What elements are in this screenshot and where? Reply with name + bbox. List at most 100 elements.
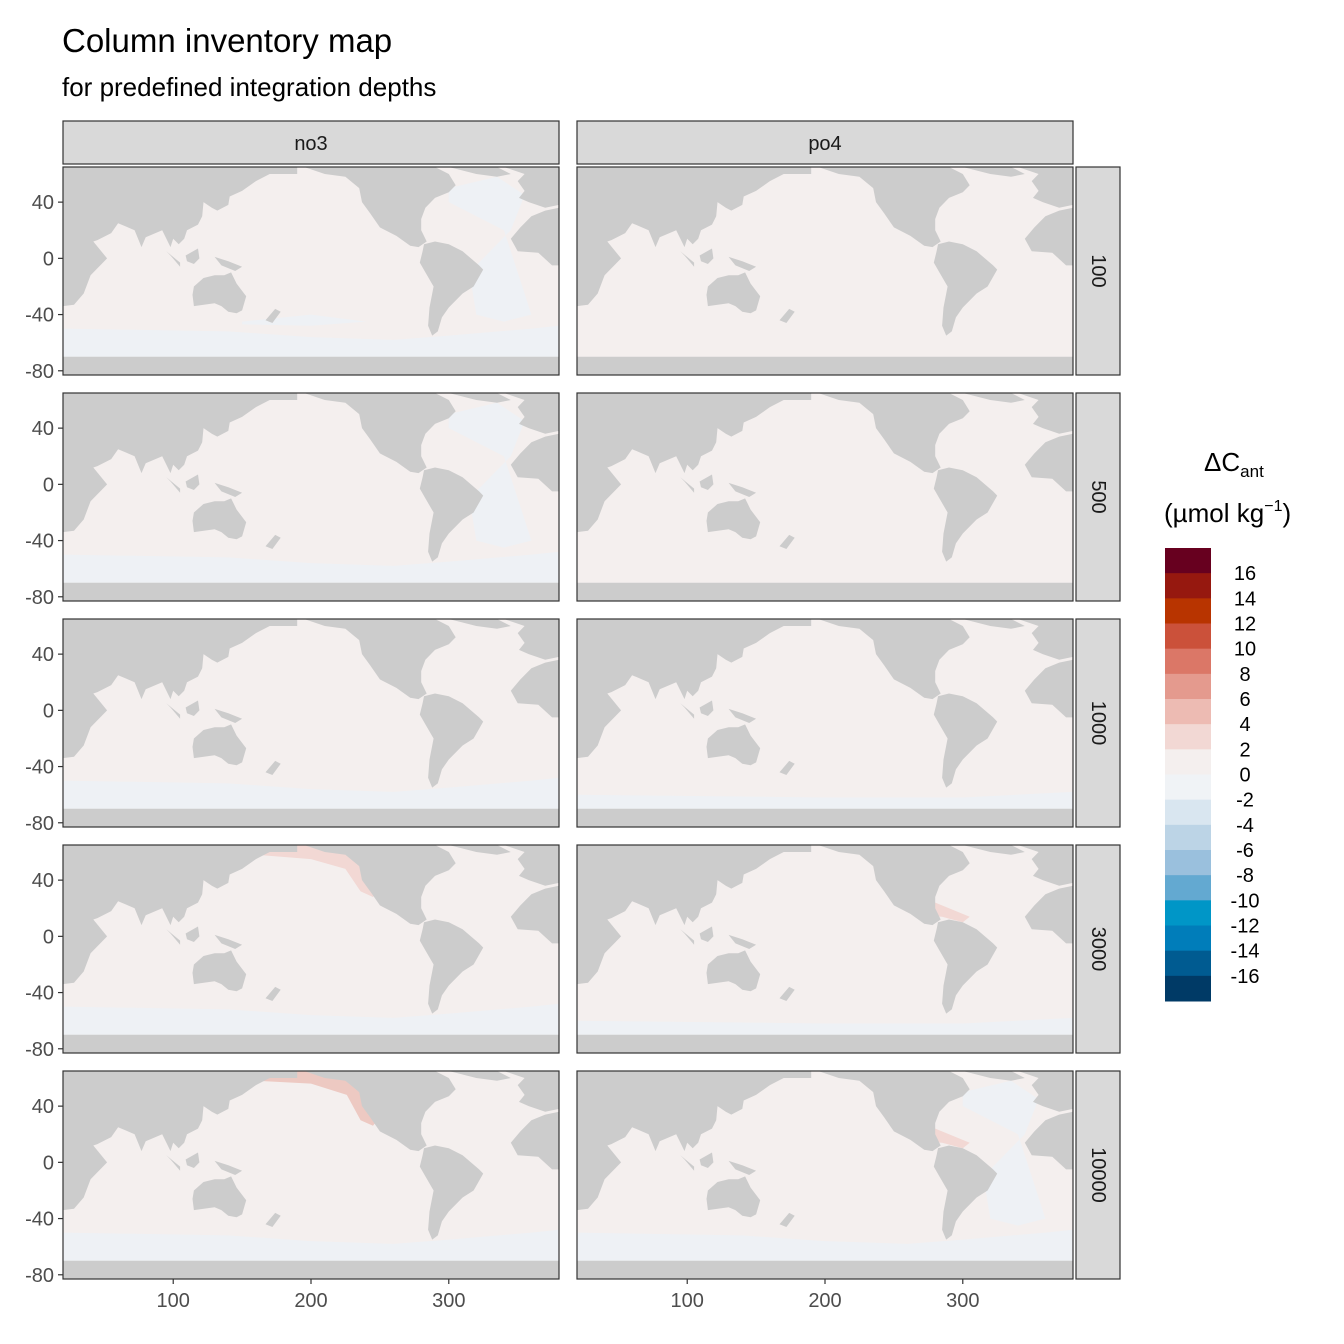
land-mass (265, 308, 281, 323)
y-tick-label: -40 (25, 305, 54, 327)
land-mass (448, 619, 511, 629)
map-panel-no3-3000 (63, 845, 559, 1053)
land-mass (185, 248, 200, 264)
legend-color-bin (1165, 598, 1211, 624)
legend-label: 0 (1239, 765, 1250, 787)
y-tick-label: -40 (25, 757, 54, 779)
anomaly-region-southern-band-light (63, 1003, 559, 1035)
land-mass (448, 845, 511, 855)
facet-row-label: 500 (1087, 480, 1109, 513)
land-mass (699, 474, 714, 490)
land-mass (503, 1071, 559, 1112)
map-panel-po4-10000 (577, 1071, 1073, 1279)
facet-column-label: po4 (808, 133, 841, 155)
land-mass (503, 393, 559, 434)
anomaly-region-southern-band-light (63, 1229, 559, 1261)
facet-row-strip-3000: 3000 (1075, 844, 1121, 1054)
legend-label: 12 (1234, 614, 1256, 636)
land-mass (265, 986, 281, 1001)
legend-label: -16 (1231, 966, 1260, 988)
land-mass (577, 808, 1073, 827)
map-panel-po4-3000 (577, 845, 1073, 1053)
land-mass (304, 619, 456, 700)
land-mass (63, 1071, 298, 1211)
y-tick-label: 40 (32, 192, 54, 214)
land-mass (577, 582, 1073, 601)
chart-title: Column inventory map (62, 22, 393, 59)
strips-layer: no3 po4 100 500 1000 3000 10000 (62, 120, 1121, 1280)
legend-color-bin (1165, 749, 1211, 775)
panels-layer (62, 166, 1074, 1280)
anomaly-region-north-pacific-warm (255, 845, 380, 897)
land-mass (304, 167, 456, 248)
panel-border (576, 618, 1074, 828)
panel-border (62, 618, 560, 828)
land-mass (577, 845, 812, 985)
land-mass (185, 700, 200, 716)
legend-title-subscript: ant (1240, 462, 1264, 481)
land-mass (503, 619, 559, 660)
land-mass (577, 1260, 1073, 1279)
land-mass (962, 619, 1025, 629)
land-mass (818, 619, 970, 700)
land-mass (1024, 1111, 1073, 1170)
land-mass (185, 926, 200, 942)
facet-row-strip-10000: 10000 (1075, 1070, 1121, 1280)
legend-label: -4 (1236, 815, 1254, 837)
anomaly-region-southern-band-light (577, 1229, 1073, 1261)
land-mass (962, 845, 1025, 855)
land-mass (1024, 207, 1073, 266)
land-mass (63, 393, 298, 533)
land-mass (779, 1212, 795, 1227)
land-mass (419, 919, 484, 1014)
land-mass (933, 241, 998, 336)
land-mass (1017, 393, 1073, 434)
legend-color-bin (1165, 900, 1211, 926)
land-mass (728, 934, 757, 949)
map-panel-no3-1000 (63, 619, 559, 827)
land-mass (706, 724, 761, 766)
legend-label: -12 (1231, 916, 1260, 938)
land-mass (962, 167, 1025, 177)
anomaly-region-southern-band-light (63, 325, 559, 357)
land-mass (933, 467, 998, 562)
y-tick-label: 40 (32, 870, 54, 892)
legend-label: 16 (1234, 563, 1256, 585)
land-mass (510, 207, 559, 266)
land-mass (728, 1160, 757, 1175)
facet-column-label: no3 (294, 133, 327, 155)
y-tick-label: 0 (43, 700, 54, 722)
land-mass (419, 693, 484, 788)
land-mass (1017, 845, 1073, 886)
land-mass (185, 1152, 200, 1168)
y-tick-label: 40 (32, 418, 54, 440)
facet-row-strip-500: 500 (1075, 392, 1121, 602)
land-mass (1024, 659, 1073, 718)
panel-border (62, 166, 560, 376)
land-mass (192, 272, 247, 314)
legend-color-bin (1165, 824, 1211, 851)
land-mass (510, 1111, 559, 1170)
land-mass (304, 845, 456, 926)
legend-label: -14 (1231, 941, 1260, 963)
legend-label: 8 (1239, 664, 1250, 686)
x-tick-label: 200 (294, 1290, 327, 1312)
legend: ΔCant (µmol kg−1) 16 14 12 10 8 6 4 2 0 -2 -4 -6 -8 -… (1164, 447, 1291, 1002)
land-mass (779, 534, 795, 549)
land-mass (728, 708, 757, 723)
legend-color-bin (1165, 724, 1211, 750)
y-tick-label: -80 (25, 361, 54, 383)
land-mass (699, 1152, 714, 1168)
land-mass (933, 693, 998, 788)
land-mass (779, 760, 795, 775)
land-mass (214, 708, 243, 723)
land-mass (192, 1176, 247, 1218)
legend-color-bin (1165, 548, 1211, 574)
land-mass (962, 393, 1025, 403)
y-tick-label: -40 (25, 983, 54, 1005)
land-mass (818, 393, 970, 474)
facet-row-label: 100 (1087, 254, 1109, 287)
land-mass (933, 1145, 998, 1240)
land-mass (1017, 619, 1073, 660)
land-mass (728, 482, 757, 497)
